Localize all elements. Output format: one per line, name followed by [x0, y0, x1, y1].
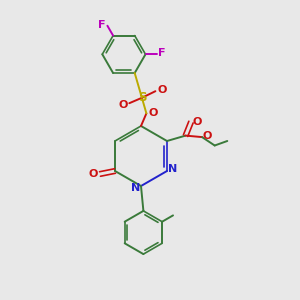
- Text: F: F: [98, 20, 106, 29]
- Text: N: N: [131, 183, 140, 194]
- Text: O: O: [203, 131, 212, 141]
- Text: O: O: [157, 85, 167, 95]
- Text: O: O: [89, 169, 98, 179]
- Text: F: F: [158, 48, 166, 58]
- Text: O: O: [193, 116, 202, 127]
- Text: S: S: [138, 91, 146, 104]
- Text: O: O: [118, 100, 128, 110]
- Text: N: N: [168, 164, 177, 175]
- Text: O: O: [148, 108, 158, 118]
